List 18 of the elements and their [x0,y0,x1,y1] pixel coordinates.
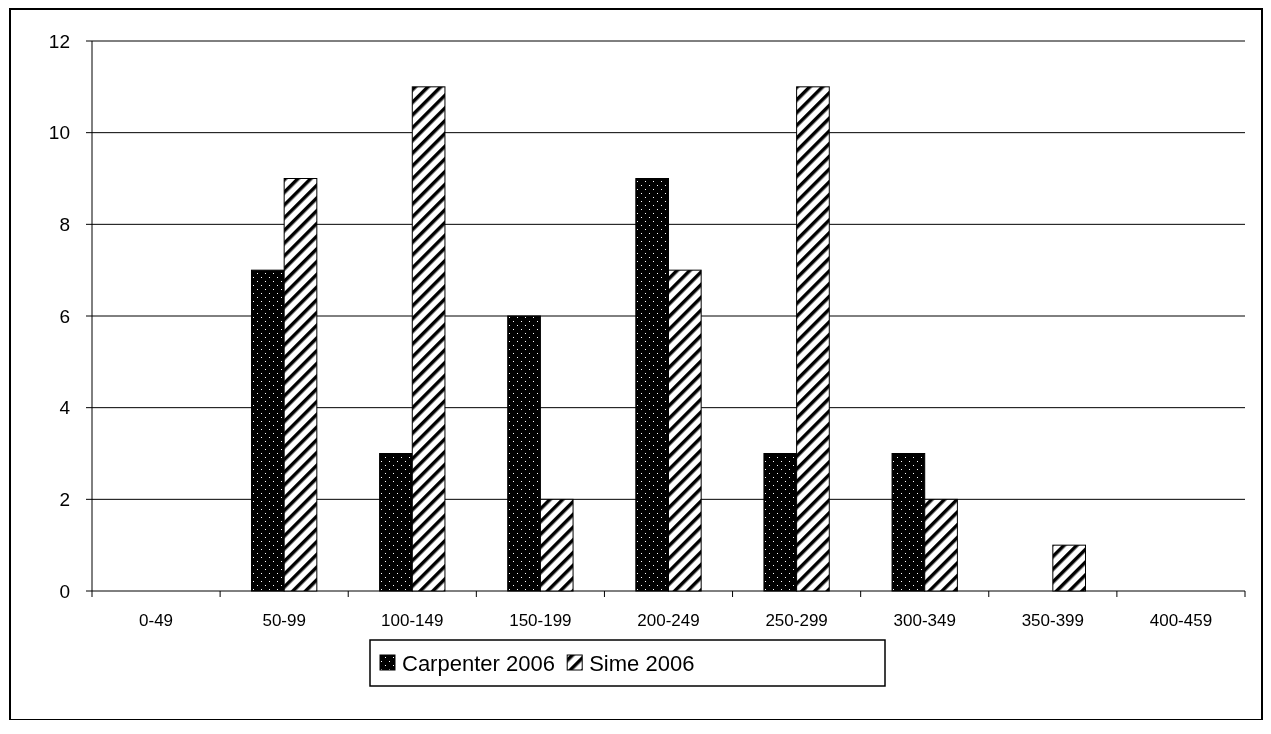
legend-label: Carpenter 2006 [402,650,555,676]
y-tick-label: 0 [59,580,70,602]
y-tick-label: 8 [59,213,70,235]
x-tick-label: 250-299 [765,611,828,630]
legend-label: Sime 2006 [589,650,695,676]
x-tick-label: 0-49 [139,611,174,630]
y-tick-label: 6 [59,305,70,327]
x-tick-label: 350-399 [1021,611,1085,630]
x-tick-label: 200-249 [637,611,700,630]
y-tick-label: 2 [59,488,70,510]
x-tick-label: 50-99 [262,611,306,630]
y-tick-label: 12 [48,30,70,52]
x-tick-label: 300-349 [893,611,956,630]
x-tick-label: 100-149 [381,611,444,630]
y-tick-label: 10 [48,122,70,144]
x-tick-label: 150-199 [509,611,572,630]
x-tick-label: 400-459 [1149,611,1213,630]
y-tick-label: 4 [59,397,71,419]
